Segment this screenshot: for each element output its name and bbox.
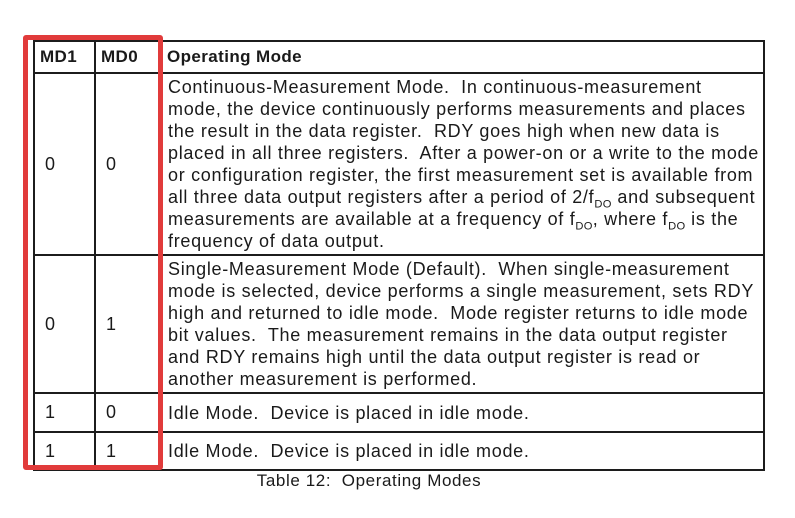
- md0-value: 1: [94, 254, 162, 394]
- md0-value: 0: [94, 72, 162, 256]
- md0-value: 1: [94, 431, 162, 471]
- header-md0: MD0: [94, 40, 162, 74]
- mode-description: Idle Mode. Device is placed in idle mode…: [160, 431, 765, 471]
- md1-value: 1: [33, 392, 96, 433]
- table-row-continuous-mode: 0 0 Continuous-Measurement Mode. In cont…: [33, 72, 765, 256]
- mode-description: Single-Measurement Mode (Default). When …: [160, 254, 765, 394]
- table-row-single-mode: 0 1 Single-Measurement Mode (Default). W…: [33, 254, 765, 394]
- md1-value: 0: [33, 72, 96, 256]
- mode-description: Continuous-Measurement Mode. In continuo…: [160, 72, 765, 256]
- mode-description: Idle Mode. Device is placed in idle mode…: [160, 392, 765, 433]
- md1-value: 1: [33, 431, 96, 471]
- md0-value: 0: [94, 392, 162, 433]
- header-operating-mode: Operating Mode: [160, 40, 765, 74]
- header-md1: MD1: [33, 40, 96, 74]
- md1-value: 0: [33, 254, 96, 394]
- table-row-idle-mode-10: 1 0 Idle Mode. Device is placed in idle …: [33, 392, 765, 433]
- table-header-row: MD1 MD0 Operating Mode: [33, 40, 765, 74]
- operating-modes-table: MD1 MD0 Operating Mode 0 0 Continuous-Me…: [33, 40, 765, 471]
- table-caption: Table 12: Operating Modes: [256, 471, 482, 490]
- table-row-idle-mode-11: 1 1 Idle Mode. Device is placed in idle …: [33, 431, 765, 471]
